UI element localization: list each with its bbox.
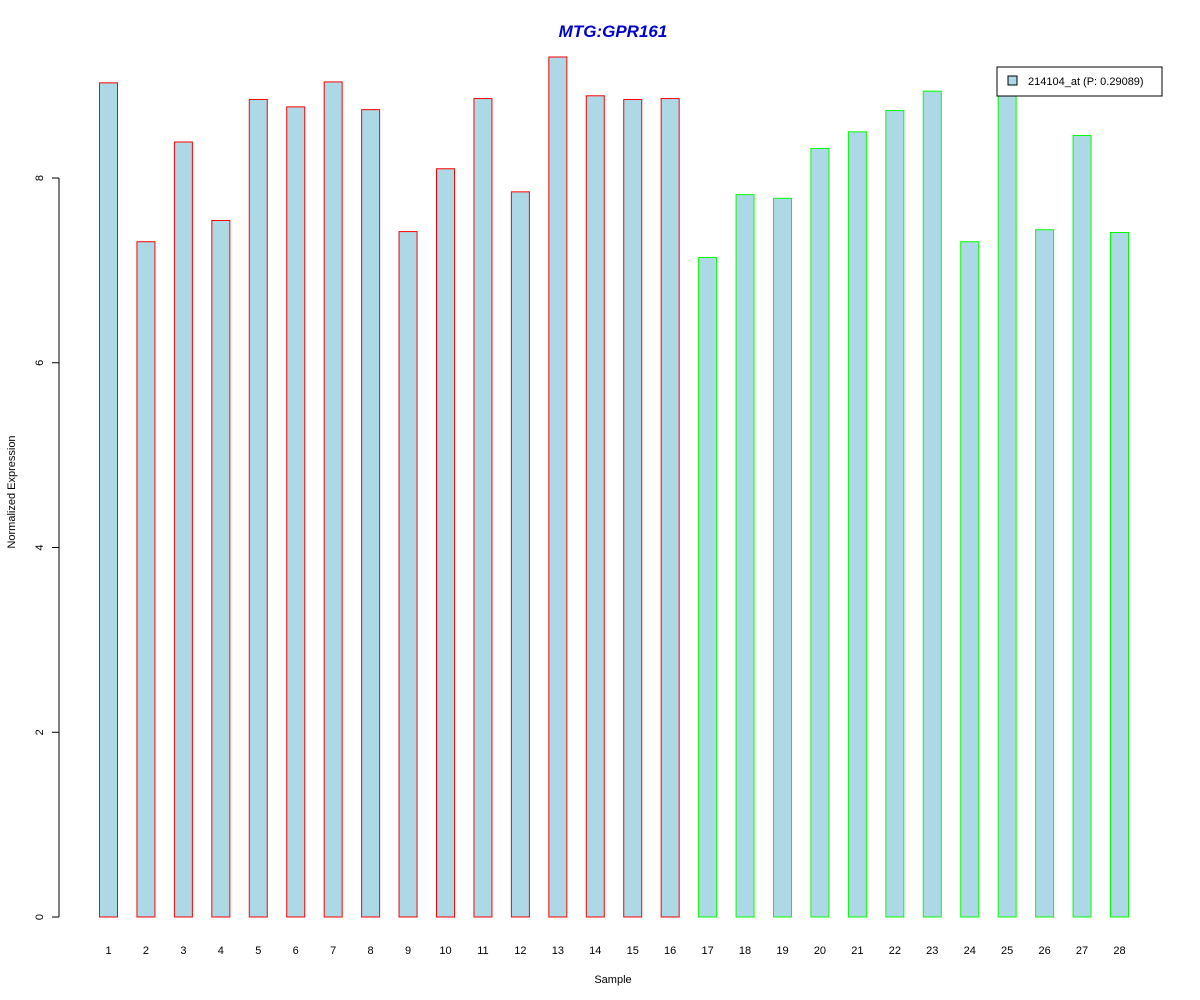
x-tick-label: 23 xyxy=(926,945,938,957)
bar-20 xyxy=(810,147,830,918)
bar-18 xyxy=(735,194,755,918)
x-tick-label: 10 xyxy=(439,945,451,957)
bar-22 xyxy=(885,110,905,918)
x-tick-label: 13 xyxy=(552,945,564,957)
y-tick-label: 0 xyxy=(34,914,46,920)
bar-21 xyxy=(847,131,867,918)
legend: 214104_at (P: 0.29089) xyxy=(996,66,1163,97)
bar-14 xyxy=(585,95,605,918)
x-tick-label: 8 xyxy=(368,945,374,957)
bar-11 xyxy=(473,98,493,918)
bar-16 xyxy=(660,98,680,918)
bar-5 xyxy=(248,98,268,918)
x-tick-label: 16 xyxy=(664,945,676,957)
bar-10 xyxy=(436,168,455,918)
y-tick-label: 4 xyxy=(34,544,46,550)
bar-12 xyxy=(510,191,530,918)
x-tick-labels: 1 2 3 4 5 6 7 8 9 10 11 12 13 14 15 16 17 18 19 20 21 22 23 24 2… xyxy=(105,945,1125,957)
x-tick-label: 17 xyxy=(701,945,713,957)
bar-7 xyxy=(323,81,343,918)
bar-3 xyxy=(173,141,193,918)
x-tick-label: 25 xyxy=(1001,945,1013,957)
bar-28 xyxy=(1110,232,1129,918)
legend-box xyxy=(996,66,1163,97)
chart-title: MTG:GPR161 xyxy=(559,22,668,41)
x-tick-label: 1 xyxy=(105,945,111,957)
x-tick-label: 7 xyxy=(330,945,336,957)
bar-1 xyxy=(99,82,118,918)
x-tick-label: 15 xyxy=(627,945,639,957)
bar-4 xyxy=(211,219,231,918)
x-tick-label: 26 xyxy=(1038,945,1050,957)
y-axis: 0 2 4 6 8 xyxy=(34,175,60,920)
x-tick-label: 24 xyxy=(964,945,976,957)
bar-6 xyxy=(286,106,306,918)
y-tick-label: 2 xyxy=(34,729,46,735)
x-tick-label: 14 xyxy=(589,945,601,957)
x-tick-label: 12 xyxy=(514,945,526,957)
bar-27 xyxy=(1072,135,1092,918)
bar-25 xyxy=(997,86,1017,918)
bar-26 xyxy=(1035,229,1055,918)
x-tick-label: 11 xyxy=(477,945,488,957)
y-tick-label: 6 xyxy=(34,360,46,366)
x-tick-label: 9 xyxy=(405,945,411,957)
x-tick-label: 5 xyxy=(255,945,261,957)
bar-15 xyxy=(623,98,643,918)
bar-17 xyxy=(698,256,718,918)
x-tick-label: 19 xyxy=(776,945,788,957)
x-tick-label: 3 xyxy=(180,945,186,957)
x-tick-label: 21 xyxy=(851,945,863,957)
x-tick-label: 20 xyxy=(814,945,826,957)
bar-13 xyxy=(548,56,568,918)
x-tick-label: 22 xyxy=(889,945,901,957)
legend-label: 214104_at (P: 0.29089) xyxy=(1028,76,1144,88)
bar-8 xyxy=(361,109,381,918)
x-tick-label: 2 xyxy=(143,945,149,957)
y-axis-label: Normalized Expression xyxy=(6,435,18,548)
bar-23 xyxy=(922,90,942,918)
y-tick-label: 8 xyxy=(34,175,46,181)
x-tick-label: 18 xyxy=(739,945,751,957)
bar-2 xyxy=(136,241,156,918)
x-tick-label: 27 xyxy=(1076,945,1088,957)
bar-24 xyxy=(960,241,980,918)
x-axis-label: Sample xyxy=(594,974,631,986)
legend-swatch xyxy=(1007,75,1018,86)
x-tick-label: 28 xyxy=(1113,945,1125,957)
bar-9 xyxy=(398,231,418,918)
bar-19 xyxy=(773,197,792,918)
x-tick-label: 4 xyxy=(218,945,224,957)
bar-series xyxy=(99,56,1129,918)
x-tick-label: 6 xyxy=(293,945,299,957)
